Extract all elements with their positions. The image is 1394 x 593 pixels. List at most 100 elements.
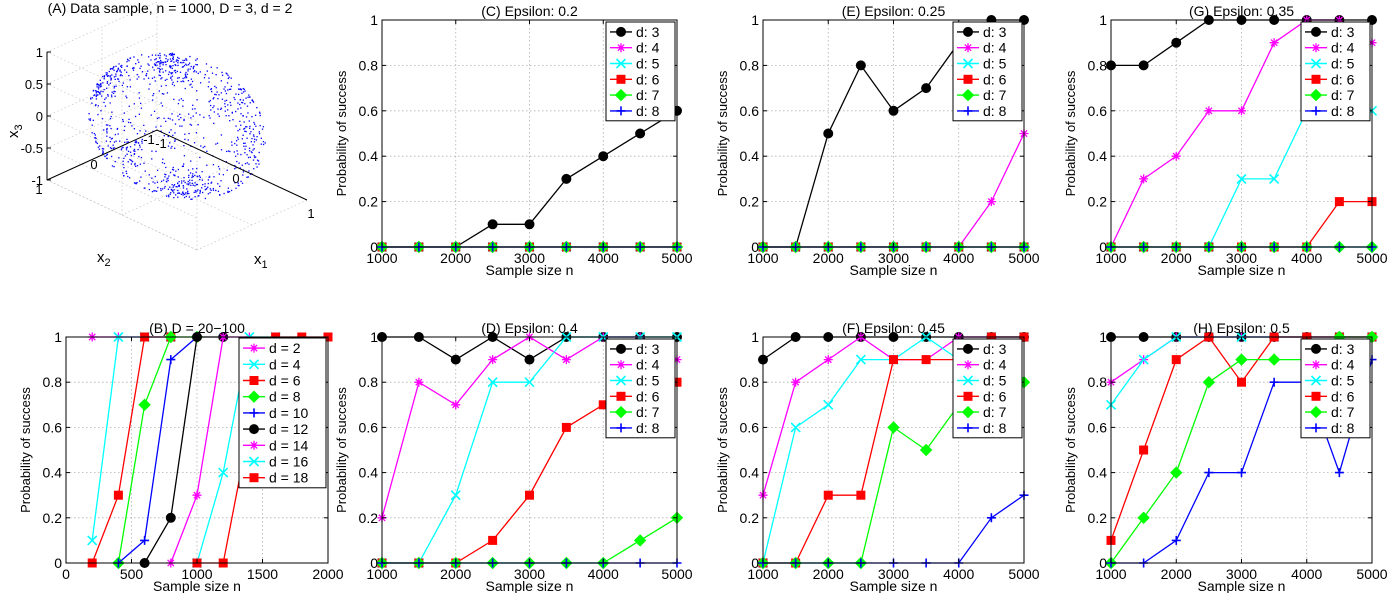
- scatter-point: [129, 57, 131, 59]
- chart-E: 1000 2000 3000 4000 5000 0 0.2 0.4 0.6 0.8 1 (E) Ep…: [715, 3, 1040, 278]
- legend-marker: [963, 391, 973, 401]
- x-tick-label: 3000: [878, 566, 909, 582]
- data-point: [1138, 60, 1149, 71]
- scatter-point: [90, 98, 92, 100]
- scatter-point: [126, 141, 128, 143]
- scatter-point: [113, 141, 116, 143]
- x-tick-label: 1000: [1095, 566, 1126, 582]
- y-tick-label: 0.8: [43, 374, 63, 390]
- scatter-point: [97, 88, 100, 90]
- data-point: [414, 377, 424, 387]
- scatter-point: [160, 102, 162, 104]
- series-line: [763, 133, 1025, 248]
- scatter-point: [116, 127, 119, 130]
- scatter-point: [188, 183, 190, 186]
- scatter-point: [201, 187, 203, 189]
- scatter-point: [237, 93, 240, 96]
- y-tick-label: 0.2: [359, 194, 379, 210]
- data-point: [450, 354, 461, 365]
- scatter-point: [158, 67, 161, 70]
- scatter-point: [121, 147, 123, 149]
- scatter-point: [112, 92, 115, 95]
- scatter-point: [138, 76, 140, 78]
- scatter-point: [95, 140, 97, 142]
- series-d-12: [139, 332, 229, 568]
- legend-label: d: 7: [636, 87, 660, 103]
- scatter-point: [239, 128, 241, 131]
- scatter-point: [182, 187, 185, 189]
- scatter-point: [253, 168, 255, 170]
- scatter-point: [115, 73, 117, 75]
- scatter-point: [122, 90, 124, 93]
- legend-marker: [1309, 88, 1323, 102]
- scatter-point: [244, 130, 246, 132]
- scatter-point: [91, 132, 93, 134]
- scatter-point: [105, 72, 107, 74]
- scatter-point: [143, 124, 145, 127]
- scatter-point: [123, 167, 125, 169]
- legend-marker: [961, 405, 975, 419]
- scatter-point: [241, 164, 243, 166]
- scatter-point: [216, 142, 219, 144]
- scatter-point: [138, 61, 140, 63]
- scatter-point: [166, 178, 168, 180]
- scatter-point: [255, 125, 257, 127]
- scatter-point: [239, 167, 241, 169]
- scatter-point: [218, 168, 221, 170]
- scatter-point: [220, 80, 223, 82]
- scatter-point: [102, 153, 104, 155]
- scatter-point: [191, 80, 194, 83]
- scatter-point: [132, 67, 134, 69]
- scatter-point: [242, 134, 244, 136]
- scatter-point: [205, 188, 207, 190]
- scatter-point: [189, 84, 191, 86]
- scatter-point: [225, 92, 228, 95]
- scatter-point: [211, 72, 214, 74]
- legend-label: d: 5: [636, 56, 660, 72]
- scatter-point: [202, 183, 204, 186]
- scatter-point: [172, 190, 174, 192]
- scatter-point: [214, 85, 216, 88]
- scatter-point: [127, 141, 129, 143]
- scatter-point: [184, 73, 186, 75]
- scatter-point: [249, 102, 251, 104]
- x-tick-label: 1000: [747, 566, 778, 582]
- scatter-point: [183, 155, 186, 157]
- scatter-point: [217, 108, 219, 110]
- chart-H: 1000 2000 3000 4000 5000 0 0.2 0.4 0.6 0.8 1 (H) Ep…: [1063, 320, 1388, 593]
- scatter-point: [186, 188, 188, 190]
- scatter-point: [178, 99, 180, 101]
- scatter-point: [253, 148, 255, 150]
- scatter-point: [180, 98, 183, 100]
- data-point: [633, 534, 647, 547]
- scatter-point: [231, 141, 233, 143]
- y-tick-label: 1: [751, 329, 759, 345]
- series-line: [382, 517, 678, 564]
- scatter-point: [171, 60, 173, 62]
- scatter-point: [123, 157, 125, 160]
- scatter-point: [244, 148, 246, 150]
- x-tick-label: 4000: [943, 566, 974, 582]
- scatter-point: [235, 93, 237, 95]
- data-point: [790, 422, 801, 433]
- scatter-point: [172, 81, 174, 84]
- scatter-point: [141, 138, 143, 141]
- scatter-point: [183, 176, 185, 179]
- scatter-point: [192, 173, 194, 175]
- legend-marker: [1311, 43, 1321, 53]
- scatter-point: [181, 62, 183, 64]
- scatter-point: [212, 189, 215, 191]
- data-point: [1138, 354, 1149, 365]
- scatter-point: [210, 181, 213, 183]
- scatter-point: [234, 182, 236, 184]
- y-tick-label: 0: [370, 555, 378, 571]
- y-tick-label: 0.8: [359, 57, 379, 73]
- legend-label: d = 4: [269, 356, 301, 372]
- z-tick-label: 0: [36, 109, 43, 124]
- scatter-point: [194, 185, 196, 187]
- y-tick-label: 0.4: [43, 465, 63, 481]
- legend-marker: [1311, 106, 1321, 116]
- scatter-point: [257, 160, 260, 162]
- legend: d: 3d: 4d: 5d: 6d: 7d: 8: [952, 338, 1023, 439]
- scatter-point: [93, 94, 95, 97]
